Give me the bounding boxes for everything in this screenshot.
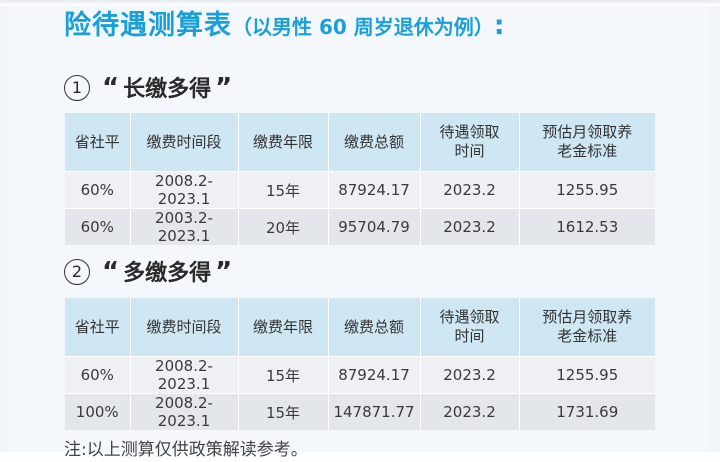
- table-cell: 1255.95: [519, 171, 655, 209]
- table-cell: 15年: [238, 356, 329, 394]
- title-colon: :: [493, 10, 506, 41]
- section-title: 多缴多得: [123, 261, 212, 286]
- table-more-contribution: 省社平 缴费时间段 缴费年限 缴费总额 待遇领取时间 预估月领取养老金标准 60…: [65, 298, 655, 430]
- col-header: 预估月领取养老金标准: [519, 113, 655, 172]
- table-cell: 1731.69: [519, 393, 655, 430]
- table-cell: 20年: [238, 208, 329, 245]
- table-cell: 2023.2: [420, 356, 520, 394]
- table-header-row: 省社平 缴费时间段 缴费年限 缴费总额 待遇领取时间 预估月领取养老金标准: [65, 113, 655, 172]
- section-heading-2: 2 “多缴多得”: [64, 254, 236, 290]
- table-cell: 60%: [65, 356, 131, 394]
- table-cell: 87924.17: [328, 171, 421, 209]
- col-header: 预估月领取养老金标准: [519, 298, 655, 357]
- title-sub-bold: 男性 60 周岁: [272, 15, 394, 39]
- table-cell: 87924.17: [328, 356, 421, 394]
- table-cell: 2008.2-2023.1: [130, 393, 239, 430]
- table-long-contribution: 省社平 缴费时间段 缴费年限 缴费总额 待遇领取时间 预估月领取养老金标准 60…: [65, 113, 655, 245]
- table-cell: 60%: [65, 208, 131, 245]
- table-row: 60% 2008.2-2023.1 15年 87924.17 2023.2 12…: [65, 171, 655, 209]
- table-cell: 2008.2-2023.1: [130, 356, 239, 394]
- open-quote: “: [102, 257, 120, 287]
- table-cell: 15年: [238, 171, 329, 209]
- section-title: 长缴多得: [123, 77, 212, 102]
- table-cell: 100%: [65, 393, 131, 430]
- section-number-circle: 1: [64, 75, 90, 101]
- section-number-circle: 2: [64, 259, 90, 285]
- col-header: 省社平: [65, 298, 131, 357]
- table-row: 60% 2003.2-2023.1 20年 95704.79 2023.2 16…: [65, 208, 655, 245]
- col-header: 省社平: [65, 113, 131, 172]
- table-cell: 1612.53: [519, 208, 655, 245]
- col-header: 缴费总额: [328, 113, 421, 172]
- col-header: 缴费时间段: [130, 298, 239, 357]
- table-cell: 15年: [238, 393, 329, 430]
- page-title: 险待遇测算表（以男性 60 周岁退休为例）:: [64, 6, 506, 46]
- footnote: 注:以上测算仅供政策解读参考。: [64, 440, 308, 460]
- table-cell: 1255.95: [519, 356, 655, 394]
- table-row: 60% 2008.2-2023.1 15年 87924.17 2023.2 12…: [65, 356, 655, 394]
- table-header-row: 省社平 缴费时间段 缴费年限 缴费总额 待遇领取时间 预估月领取养老金标准: [65, 298, 655, 357]
- table-cell: 2003.2-2023.1: [130, 208, 239, 245]
- table-cell: 2023.2: [420, 171, 520, 209]
- col-header: 缴费时间段: [130, 113, 239, 172]
- table-cell: 2023.2: [420, 393, 520, 430]
- table-cell: 2008.2-2023.1: [130, 171, 239, 209]
- close-quote: ”: [215, 257, 233, 287]
- top-divider: [0, 0, 720, 6]
- table-row: 100% 2008.2-2023.1 15年 147871.77 2023.2 …: [65, 393, 655, 430]
- col-header: 待遇领取时间: [420, 113, 520, 172]
- col-header: 缴费年限: [238, 113, 329, 172]
- table-cell: 147871.77: [328, 393, 421, 430]
- table-cell: 60%: [65, 171, 131, 209]
- col-header: 缴费年限: [238, 298, 329, 357]
- open-quote: “: [102, 73, 120, 103]
- close-quote: ”: [215, 73, 233, 103]
- title-sub-close: 退休为例）: [393, 15, 494, 39]
- title-sub-open: （以: [232, 15, 272, 39]
- section-heading-1: 1 “长缴多得”: [64, 70, 236, 106]
- table-cell: 95704.79: [328, 208, 421, 245]
- col-header: 缴费总额: [328, 298, 421, 357]
- table-cell: 2023.2: [420, 208, 520, 245]
- col-header: 待遇领取时间: [420, 298, 520, 357]
- title-main: 险待遇测算表: [64, 10, 232, 41]
